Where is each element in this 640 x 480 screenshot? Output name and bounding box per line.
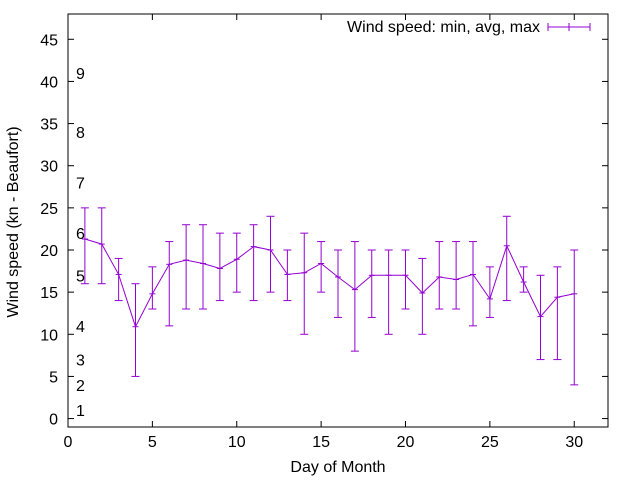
beaufort-label: 3 [76,353,85,370]
beaufort-label: 8 [76,125,85,142]
x-tick-label: 0 [64,434,73,451]
x-tick-label: 20 [397,434,415,451]
beaufort-label: 4 [76,319,85,336]
beaufort-label: 2 [76,378,85,395]
plot-border [67,13,609,428]
beaufort-scale-labels: 1 2 3 4 5 6 7 8 9 [76,66,85,420]
avg-series-line [84,238,575,328]
y-tick-label: 25 [40,201,58,218]
beaufort-label: 1 [76,403,85,420]
y-tick-label: 40 [40,74,58,91]
x-tick-label: 15 [312,434,330,451]
y-tick-label: 0 [49,412,58,429]
y-axis-label: Wind speed (kn - Beaufort) [5,126,22,317]
error-bars [80,207,579,386]
x-tick-label: 5 [148,434,157,451]
y-tick-label: 45 [40,32,58,49]
beaufort-label: 9 [76,66,85,83]
x-tick-label: 25 [481,434,499,451]
beaufort-label: 7 [76,176,85,193]
beaufort-label: 6 [76,226,85,243]
average-line [81,238,578,328]
beaufort-label: 5 [76,268,85,285]
y-tick-label: 30 [40,159,58,176]
y-tick-label: 15 [40,285,58,302]
legend: Wind speed: min, avg, max [347,19,591,36]
y-tick-label: 5 [49,369,58,386]
legend-label: Wind speed: min, avg, max [347,19,540,36]
y-tick-label: 10 [40,327,58,344]
x-tick-label: 10 [228,434,246,451]
y-tick-label: 20 [40,243,58,260]
x-tick-label: 30 [565,434,583,451]
x-axis-label: Day of Month [290,459,385,476]
y-tick-label: 35 [40,117,58,134]
x-axis: 0 5 10 15 20 25 30 [64,14,583,451]
plot-frame [67,13,609,428]
